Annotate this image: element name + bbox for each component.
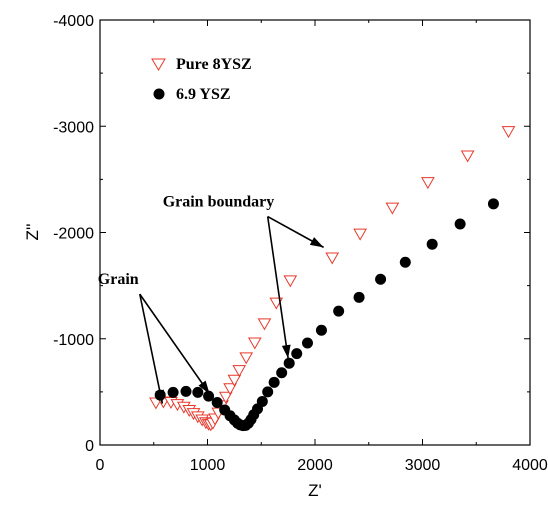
data-point bbox=[276, 367, 288, 379]
annotation-arrow-line bbox=[266, 216, 289, 359]
data-point bbox=[353, 291, 365, 303]
data-point bbox=[325, 252, 340, 265]
annotation-label-grain: Grain bbox=[98, 271, 139, 288]
data-point bbox=[218, 391, 233, 404]
data-point bbox=[375, 273, 387, 285]
data-point bbox=[454, 218, 466, 230]
y-tick-label: -1000 bbox=[53, 332, 94, 349]
annotation-arrow-head bbox=[198, 380, 210, 394]
x-tick-label: 1000 bbox=[190, 457, 226, 474]
data-point bbox=[301, 337, 313, 349]
x-axis-title: Z' bbox=[308, 481, 322, 500]
y-axis-title: Z'' bbox=[23, 224, 42, 241]
data-point bbox=[283, 275, 298, 288]
y-tick-label: -4000 bbox=[53, 13, 94, 30]
annotation-label-grain-boundary: Grain boundary bbox=[163, 194, 275, 211]
data-point bbox=[256, 395, 268, 407]
data-point bbox=[399, 256, 411, 268]
legend-label-6-9-ysz: 6.9 YSZ bbox=[176, 86, 231, 103]
data-point bbox=[291, 348, 303, 360]
y-tick-label: -3000 bbox=[53, 119, 94, 136]
data-point bbox=[333, 305, 345, 317]
x-tick-label: 0 bbox=[96, 457, 105, 474]
legend-marker-pure-8ysz bbox=[151, 58, 166, 71]
x-tick-labels: 0 1000 2000 3000 4000 bbox=[96, 457, 548, 474]
data-point bbox=[421, 177, 435, 190]
data-point bbox=[460, 150, 475, 163]
series-pure-8ysz bbox=[149, 126, 516, 432]
data-point bbox=[203, 390, 215, 402]
annotation-arrow-head bbox=[155, 389, 164, 404]
data-point bbox=[227, 374, 242, 387]
y-tick-labels: 0 -1000 -2000 -3000 -4000 bbox=[53, 13, 94, 455]
data-point bbox=[192, 386, 204, 398]
x-tick-label: 2000 bbox=[297, 457, 333, 474]
y-tick-label: -2000 bbox=[53, 226, 94, 243]
legend-marker-6-9-ysz bbox=[153, 88, 165, 100]
x-tick-label: 3000 bbox=[405, 457, 441, 474]
annotations: Grain Grain boundary bbox=[98, 194, 275, 289]
legend-label-pure-8ysz: Pure 8YSZ bbox=[176, 56, 252, 73]
series-6-9-ysz bbox=[154, 198, 499, 432]
data-point bbox=[268, 376, 280, 388]
axis-ticks bbox=[99, 19, 531, 446]
annotation-arrow-head bbox=[281, 344, 291, 359]
data-point bbox=[211, 397, 223, 408]
x-tick-label: 4000 bbox=[512, 457, 548, 474]
data-point bbox=[283, 357, 295, 369]
data-point bbox=[167, 386, 179, 398]
data-point bbox=[257, 318, 272, 331]
data-point bbox=[262, 386, 274, 398]
annotation-arrow-line bbox=[138, 293, 164, 404]
data-point bbox=[315, 324, 327, 336]
plot-frame bbox=[99, 19, 531, 446]
data-point bbox=[247, 337, 262, 350]
data-point bbox=[487, 198, 499, 210]
data-point bbox=[180, 385, 192, 397]
data-point bbox=[385, 202, 400, 215]
annotation-arrow-line bbox=[139, 293, 211, 395]
data-point bbox=[223, 383, 237, 396]
data-point bbox=[426, 238, 438, 250]
annotation-arrows bbox=[138, 215, 324, 404]
annotation-arrow-head bbox=[309, 237, 324, 248]
data-point bbox=[239, 352, 254, 365]
data-point bbox=[353, 228, 368, 241]
data-point bbox=[501, 126, 516, 139]
data-point bbox=[232, 365, 247, 378]
y-tick-label: 0 bbox=[85, 438, 94, 455]
legend: Pure 8YSZ 6.9 YSZ bbox=[151, 56, 252, 103]
